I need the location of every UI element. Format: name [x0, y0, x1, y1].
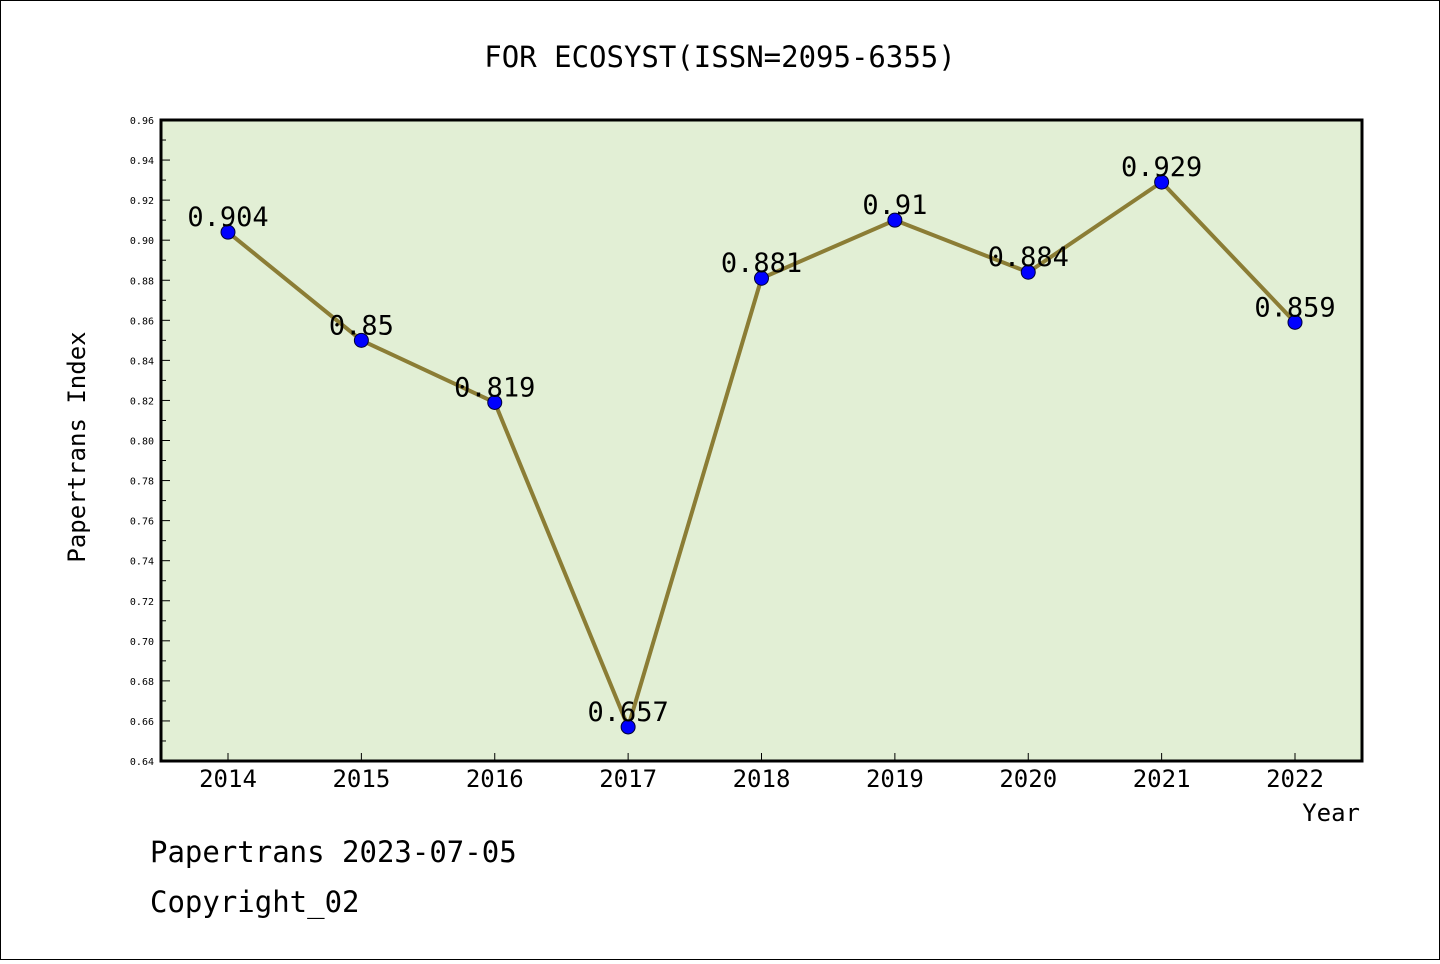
x-tick-label: 2018 [733, 765, 791, 793]
data-point [1154, 174, 1170, 190]
data-label: 0.85 [329, 310, 394, 341]
data-label: 0.904 [187, 202, 268, 233]
y-tick-label: 0.78 [130, 477, 154, 488]
data-point [620, 719, 636, 735]
data-label: 0.819 [454, 372, 535, 403]
y-tick-label: 0.90 [130, 236, 154, 247]
data-point [220, 224, 236, 240]
x-tick-label: 2022 [1266, 765, 1324, 793]
footer-date: Papertrans 2023-07-05 [150, 835, 517, 869]
data-label: 0.884 [988, 242, 1069, 273]
x-tick-label: 2020 [999, 765, 1057, 793]
y-axis: 0.64 0.66 0.68 0.70 0.72 0.74 0.76 0.78 0.80 0.82… [130, 116, 170, 768]
data-label: 0.859 [1254, 292, 1335, 323]
x-tick-label: 2015 [332, 765, 390, 793]
y-tick-label: 0.84 [130, 356, 154, 367]
x-tick-label: 2016 [466, 765, 524, 793]
y-tick-label: 0.70 [130, 637, 154, 648]
data-point [1020, 264, 1036, 280]
data-point [487, 394, 503, 410]
y-tick-label: 0.82 [130, 396, 154, 407]
x-tick-label: 2014 [199, 765, 257, 793]
y-tick-label: 0.88 [130, 276, 154, 287]
chart-title: FOR ECOSYST(ISSN=2095-6355) [484, 40, 955, 74]
y-tick-label: 0.80 [130, 437, 154, 448]
data-point [353, 332, 369, 348]
x-axis-label: Year [1302, 799, 1360, 827]
x-axis: 2014 2015 2016 2017 2018 2019 2020 2021 2022 [199, 753, 1324, 793]
plot-area [159, 118, 1364, 763]
data-point [754, 270, 769, 286]
y-tick-label: 0.92 [130, 196, 154, 207]
data-label: 0.657 [587, 697, 668, 728]
y-tick-label: 0.96 [130, 116, 154, 127]
y-tick-label: 0.86 [130, 316, 154, 327]
data-point [1287, 314, 1303, 330]
data-label: 0.91 [862, 190, 927, 221]
x-tick-label: 2021 [1133, 765, 1191, 793]
x-tick-label: 2019 [866, 765, 924, 793]
x-tick-label: 2017 [599, 765, 657, 793]
y-tick-label: 0.94 [130, 156, 154, 167]
data-labels: 0.904 0.85 0.819 0.657 0.881 0.91 0.884 0.929 0.… [187, 152, 1335, 728]
data-point [887, 212, 903, 228]
data-label: 0.881 [721, 248, 802, 279]
y-tick-label: 0.76 [130, 517, 154, 528]
y-tick-label: 0.72 [130, 597, 154, 608]
footer-copyright: Copyright_02 [150, 885, 360, 919]
y-axis-label: Papertrans Index [63, 331, 91, 562]
y-tick-label: 0.64 [130, 757, 154, 768]
data-label: 0.929 [1121, 152, 1202, 183]
y-tick-label: 0.68 [130, 677, 154, 688]
series-markers [220, 174, 1303, 735]
y-tick-label: 0.74 [130, 557, 154, 568]
y-tick-label: 0.66 [130, 717, 154, 728]
